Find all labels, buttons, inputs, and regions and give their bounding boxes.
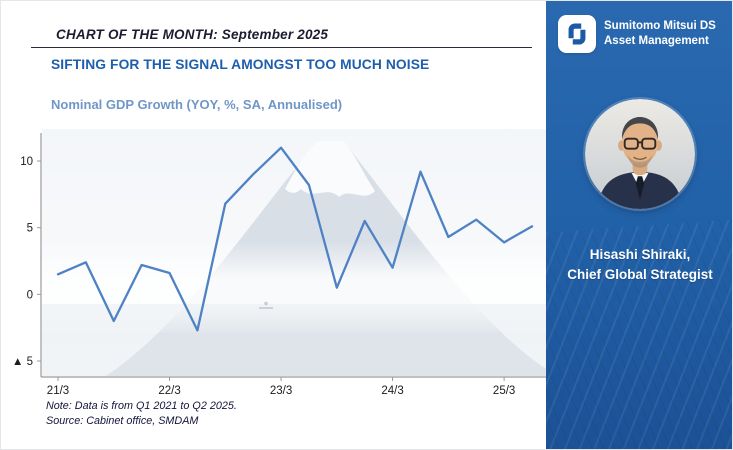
strategist-portrait bbox=[585, 99, 695, 209]
svg-text:0: 0 bbox=[27, 289, 33, 301]
svg-text:21/3: 21/3 bbox=[47, 385, 69, 397]
svg-text:5: 5 bbox=[27, 223, 33, 235]
sumitomo-mitsui-logo-icon bbox=[558, 15, 596, 53]
chart-card: CHART OF THE MONTH: September 2025 SIFTI… bbox=[1, 1, 546, 449]
brand-panel: Sumitomo Mitsui DS Asset Management bbox=[546, 1, 732, 449]
svg-text:24/3: 24/3 bbox=[381, 385, 403, 397]
chart-notes: Note: Data is from Q1 2021 to Q2 2025. S… bbox=[46, 399, 237, 428]
svg-text:23/3: 23/3 bbox=[270, 385, 292, 397]
source-line: Source: Cabinet office, SMDAM bbox=[46, 414, 199, 427]
svg-text:22/3: 22/3 bbox=[158, 385, 180, 397]
strategist-caption: Hisashi Shiraki, Chief Global Strategist bbox=[546, 245, 732, 284]
svg-text:10: 10 bbox=[20, 156, 33, 168]
brand-name-line2: Asset Management bbox=[604, 35, 709, 47]
gdp-line-chart: 10 5 0 ▲ 5 21/3 22/3 23/3 24/3 25/3 bbox=[12, 133, 546, 397]
strategist-title: Chief Global Strategist bbox=[567, 266, 713, 282]
svg-text:▲ 5: ▲ 5 bbox=[12, 356, 33, 368]
brand-name: Sumitomo Mitsui DS Asset Management bbox=[604, 19, 716, 49]
chart-area: 10 5 0 ▲ 5 21/3 22/3 23/3 24/3 25/3 bbox=[1, 129, 546, 401]
portrait-illustration bbox=[585, 99, 695, 209]
svg-text:25/3: 25/3 bbox=[493, 385, 515, 397]
header-divider bbox=[31, 47, 532, 48]
note-line: Note: Data is from Q1 2021 to Q2 2025. bbox=[46, 400, 237, 412]
strategist-name: Hisashi Shiraki, bbox=[589, 247, 691, 262]
brand-name-line1: Sumitomo Mitsui DS bbox=[604, 20, 716, 33]
kicker-text: CHART OF THE MONTH: September 2025 bbox=[56, 27, 329, 42]
brand-logo-row: Sumitomo Mitsui DS Asset Management bbox=[558, 15, 730, 53]
chart-headline: SIFTING FOR THE SIGNAL AMONGST TOO MUCH … bbox=[51, 57, 430, 72]
chart-subtitle: Nominal GDP Growth (YOY, %, SA, Annualis… bbox=[51, 97, 343, 112]
